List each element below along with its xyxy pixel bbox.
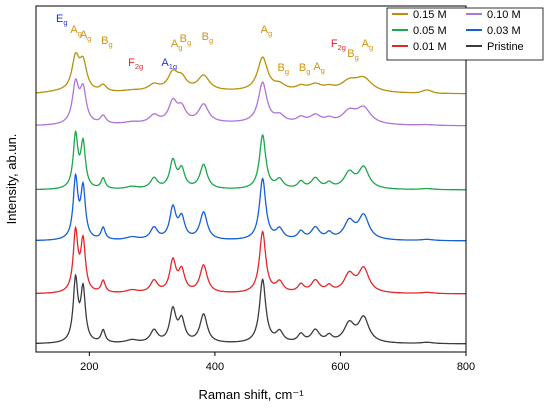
series-line-0-10-m (36, 78, 466, 127)
peak-label: Bg (278, 62, 290, 76)
peak-label: Eg (56, 13, 68, 27)
x-tick-label: 600 (331, 361, 349, 373)
x-tick-label: 400 (206, 361, 224, 373)
x-axis-title: Raman shift, cm⁻¹ (198, 387, 304, 402)
legend-box (386, 7, 544, 61)
peak-label: F2g (128, 57, 143, 71)
spectra-curves (36, 51, 466, 345)
peak-label: Bg (299, 62, 311, 76)
legend-label: 0.15 M (413, 9, 447, 21)
y-axis-title: Intensity, ab.un. (4, 134, 19, 225)
series-line-pristine (36, 273, 466, 345)
legend-label: 0.03 M (487, 25, 521, 37)
series-line-0-15-m (36, 51, 466, 95)
peak-label: Ag (171, 38, 183, 52)
legend-label: 0.05 M (413, 25, 447, 37)
x-axis-ticks: 200 400 600 800 (80, 352, 475, 373)
series-line-0-05-m (36, 129, 466, 191)
peak-label: Ag (70, 24, 82, 38)
series-line-0-01-m (36, 225, 466, 295)
peak-label: Ag (362, 38, 374, 52)
peak-label: Bg (347, 48, 359, 62)
peak-label: Ag (261, 24, 273, 38)
peak-label: Bg (180, 33, 192, 47)
peak-label: Bg (202, 31, 214, 45)
peak-label: F2g (331, 38, 346, 52)
legend-label: 0.01 M (413, 41, 447, 53)
peak-label: Ag (80, 29, 92, 43)
legend-label: Pristine (487, 41, 524, 53)
peak-label: A1g (161, 57, 177, 71)
x-tick-label: 800 (457, 361, 475, 373)
peak-label: Ag (313, 61, 325, 75)
x-tick-label: 200 (80, 361, 98, 373)
plot-frame (35, 5, 467, 353)
series-line-0-03-m (36, 172, 466, 242)
legend-label: 0.10 M (487, 9, 521, 21)
legend: 0.15 M 0.10 M 0.05 M 0.03 M 0.01 M Pristine (386, 7, 544, 61)
peak-label: Bg (101, 35, 113, 49)
